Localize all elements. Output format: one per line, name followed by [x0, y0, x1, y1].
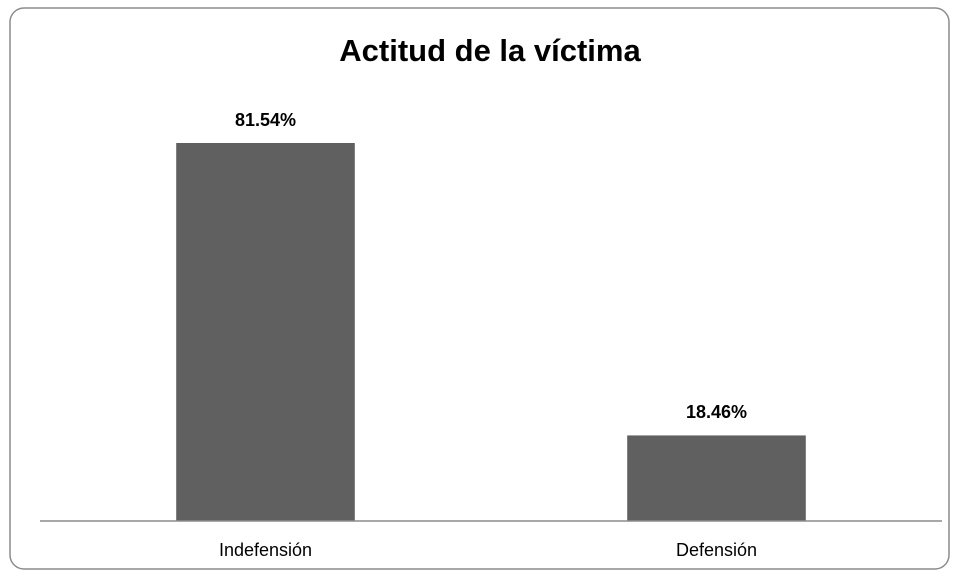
data-label: 81.54%	[235, 110, 296, 130]
bar	[627, 435, 806, 521]
data-label: 18.46%	[686, 402, 747, 422]
x-tick-label: Indefensión	[219, 540, 312, 560]
chart-title: Actitud de la víctima	[339, 33, 641, 68]
x-tick-label: Defensión	[676, 540, 757, 560]
bar	[176, 143, 355, 521]
chart-frame	[9, 7, 950, 570]
